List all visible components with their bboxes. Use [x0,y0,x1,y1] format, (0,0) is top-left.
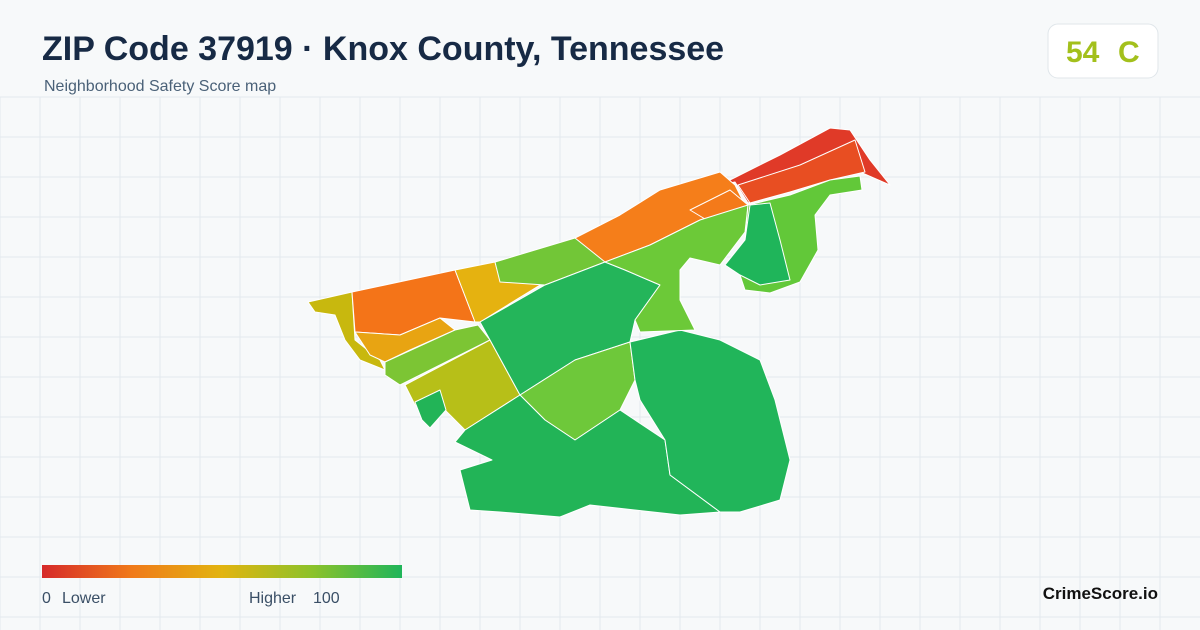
brand: CrimeScore.io [1043,584,1158,603]
legend-max-label: Higher [249,590,297,607]
region [604,204,749,333]
region [724,202,791,286]
region [384,324,491,386]
legend-gradient [42,565,402,578]
score-box [1047,23,1159,79]
legend-min: 0 [42,590,51,607]
legend-min-label: Lower [62,590,106,607]
region [454,394,721,518]
score-value: 54 [1066,36,1100,69]
region [737,139,866,204]
title: ZIP Code 37919 · Knox County, Tennessee [42,30,724,68]
zip-map [307,127,891,518]
score-grade: C [1118,36,1140,69]
subtitle: Neighborhood Safety Score map [44,78,276,95]
legend-max: 100 [313,590,340,607]
region [629,329,791,513]
region [414,389,447,429]
